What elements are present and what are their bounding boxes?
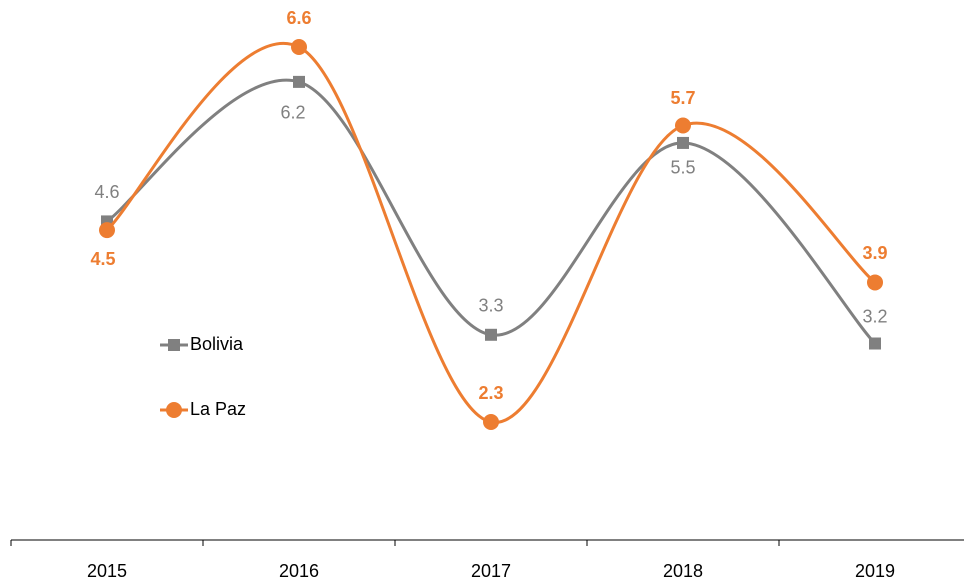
series-line [105, 42, 876, 424]
data-label: 4.5 [90, 249, 115, 269]
legend-label: La Paz [190, 399, 246, 419]
data-label: 5.7 [670, 88, 695, 108]
x-tick-label: 2015 [87, 561, 127, 581]
marker [293, 75, 305, 88]
data-label: 4.6 [94, 182, 119, 202]
data-label: 3.3 [478, 296, 503, 316]
marker [869, 337, 881, 350]
x-tick-label: 2019 [855, 561, 895, 581]
legend-label: Bolivia [190, 334, 244, 354]
data-label: 3.9 [862, 243, 887, 263]
marker [677, 136, 689, 149]
x-tick-label: 2017 [471, 561, 511, 581]
marker [675, 117, 691, 134]
data-label: 6.2 [280, 103, 305, 123]
x-tick-label: 2018 [663, 561, 703, 581]
data-label: 6.6 [286, 8, 311, 28]
marker [483, 414, 499, 430]
marker [867, 274, 883, 291]
data-label: 3.2 [862, 306, 887, 326]
legend-marker [168, 339, 180, 351]
x-tick-label: 2016 [279, 561, 319, 581]
data-label: 5.5 [670, 158, 695, 178]
marker [99, 222, 115, 239]
data-label: 2.3 [478, 383, 503, 403]
marker [291, 39, 307, 55]
legend-marker [166, 402, 182, 418]
marker [485, 328, 497, 341]
